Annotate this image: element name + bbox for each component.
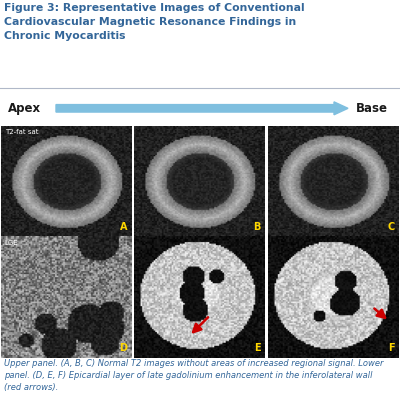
Text: T2-fat sat: T2-fat sat: [5, 129, 38, 135]
Text: Upper panel. (A, B, C) Normal T2 images without areas of increased regional sign: Upper panel. (A, B, C) Normal T2 images …: [4, 359, 384, 392]
Text: A: A: [120, 222, 127, 232]
Text: F: F: [388, 343, 394, 353]
Text: C: C: [387, 222, 394, 232]
Text: D: D: [119, 343, 127, 353]
Text: E: E: [254, 343, 261, 353]
Text: LGE: LGE: [5, 240, 18, 246]
FancyArrow shape: [56, 102, 348, 115]
Text: Base: Base: [356, 102, 388, 115]
Text: B: B: [254, 222, 261, 232]
Text: Apex: Apex: [8, 102, 41, 115]
Text: Figure 3: Representative Images of Conventional
Cardiovascular Magnetic Resonanc: Figure 3: Representative Images of Conve…: [4, 3, 305, 41]
